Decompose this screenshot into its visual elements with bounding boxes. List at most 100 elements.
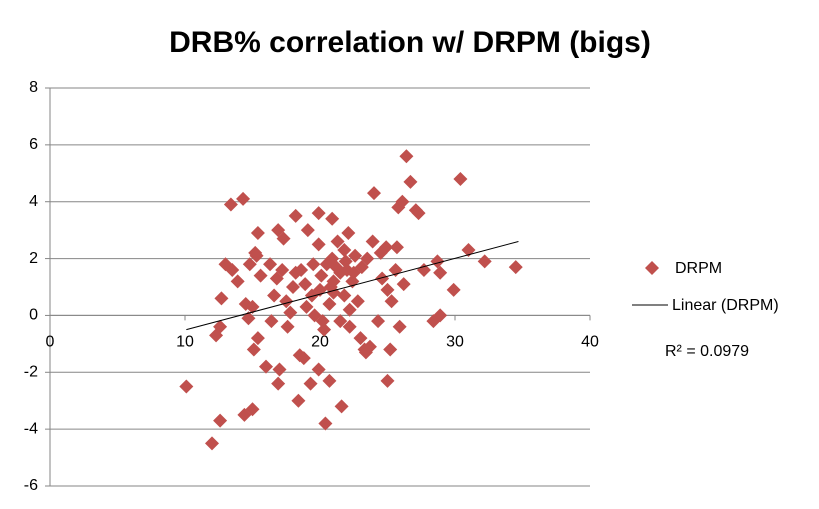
y-tick-label: -6	[24, 477, 38, 494]
y-tick-label: 6	[29, 136, 38, 153]
data-point	[246, 342, 261, 357]
data-point	[433, 265, 448, 280]
data-point	[214, 291, 229, 306]
data-point	[341, 225, 356, 240]
data-point	[373, 245, 388, 260]
data-point	[338, 254, 353, 269]
data-point	[311, 206, 326, 221]
chart-title: DRB% correlation w/ DRPM (bigs)	[169, 26, 651, 59]
data-point	[271, 376, 286, 391]
data-point	[245, 299, 260, 314]
data-point	[242, 257, 257, 272]
data-point	[299, 299, 314, 314]
data-point	[250, 331, 265, 346]
data-point	[267, 288, 282, 303]
data-point	[365, 234, 380, 249]
data-point	[241, 311, 256, 326]
y-tick-label: -4	[24, 420, 38, 437]
legend-label: DRPM	[675, 260, 722, 277]
data-point	[294, 262, 309, 277]
y-tick-label: 0	[29, 307, 38, 324]
data-point	[396, 277, 411, 292]
x-tick-label: 30	[446, 334, 464, 351]
data-point	[322, 373, 337, 388]
data-point	[263, 257, 278, 272]
data-point	[311, 237, 326, 252]
data-point	[348, 248, 363, 263]
data-point	[416, 262, 431, 277]
data-point	[342, 302, 357, 317]
data-point	[388, 262, 403, 277]
data-point	[259, 359, 273, 374]
data-point	[264, 314, 279, 329]
data-point	[280, 319, 295, 334]
data-point	[318, 416, 333, 431]
data-point	[430, 254, 445, 269]
data-point	[399, 149, 414, 164]
legend-marker	[645, 261, 659, 275]
data-point	[380, 373, 395, 388]
data-point	[311, 362, 326, 377]
data-point	[296, 351, 311, 366]
data-point	[411, 206, 426, 221]
data-point	[446, 282, 461, 297]
data-point	[319, 257, 334, 272]
x-tick-label: 20	[311, 334, 329, 351]
data-point	[298, 277, 313, 292]
data-point	[249, 248, 264, 263]
data-point	[250, 225, 265, 240]
data-point	[337, 288, 352, 303]
data-point	[225, 262, 240, 277]
data-point	[306, 257, 321, 272]
data-point	[279, 294, 294, 309]
data-point	[346, 265, 361, 280]
data-point	[300, 223, 315, 238]
y-tick-label: 2	[29, 250, 38, 267]
data-point	[367, 186, 381, 201]
y-tick-label: 4	[29, 193, 38, 210]
data-point	[315, 314, 330, 329]
trendline	[186, 241, 519, 331]
data-point	[288, 208, 303, 223]
data-point	[334, 399, 349, 414]
data-point	[384, 294, 399, 309]
data-point	[223, 197, 238, 212]
data-point	[380, 282, 395, 297]
data-point	[342, 319, 357, 334]
data-point	[317, 322, 332, 337]
data-point	[477, 254, 492, 269]
data-point	[245, 402, 260, 417]
data-point	[230, 274, 245, 289]
data-point	[236, 191, 251, 206]
data-point	[276, 231, 291, 246]
data-point	[433, 308, 448, 323]
data-point	[333, 314, 348, 329]
data-point	[272, 362, 287, 377]
data-point	[508, 260, 523, 275]
data-point	[283, 305, 298, 320]
data-point	[205, 436, 219, 451]
data-point	[395, 194, 410, 209]
data-point	[213, 413, 228, 428]
data-point	[350, 294, 365, 309]
data-point	[325, 211, 340, 226]
data-point	[360, 251, 375, 266]
data-point	[389, 240, 404, 255]
data-point	[253, 268, 268, 283]
data-point	[322, 297, 337, 312]
data-point	[375, 271, 390, 286]
data-point	[269, 271, 284, 286]
data-point	[353, 331, 368, 346]
data-point	[286, 280, 300, 294]
data-point	[371, 314, 386, 329]
x-tick-label: 10	[176, 334, 194, 351]
legend-label: Linear (DRPM)	[672, 297, 779, 314]
data-point	[303, 376, 318, 391]
x-tick-label: 40	[581, 334, 599, 351]
data-point	[213, 319, 228, 334]
r-squared: R² = 0.0979	[665, 343, 749, 360]
data-point	[362, 339, 377, 354]
data-point	[291, 393, 306, 408]
y-tick-label: -2	[24, 364, 38, 381]
